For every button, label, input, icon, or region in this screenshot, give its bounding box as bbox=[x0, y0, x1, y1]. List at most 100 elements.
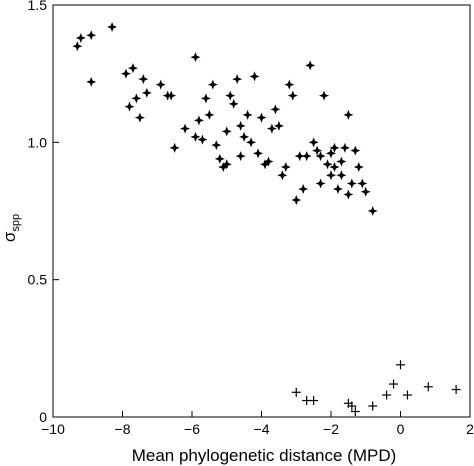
data-point-star bbox=[180, 123, 191, 134]
data-point-star bbox=[301, 151, 312, 162]
data-point-star bbox=[329, 162, 340, 173]
data-point-star bbox=[280, 162, 291, 173]
data-point-star bbox=[124, 101, 135, 112]
data-point-star bbox=[86, 76, 97, 87]
data-point-star bbox=[367, 206, 378, 216]
data-point-star bbox=[256, 112, 267, 123]
data-point-star bbox=[235, 151, 246, 162]
data-point-star bbox=[346, 178, 357, 189]
data-point-star bbox=[86, 30, 97, 41]
data-point-plus bbox=[347, 401, 357, 411]
data-point-star bbox=[242, 109, 253, 120]
data-point-star bbox=[319, 90, 330, 101]
y-tick-label: 1.5 bbox=[28, 0, 48, 13]
x-tick-label: −2 bbox=[323, 421, 339, 437]
data-point-star bbox=[343, 189, 354, 200]
data-point-plus bbox=[291, 387, 301, 397]
data-point-star bbox=[315, 151, 326, 162]
data-point-star bbox=[214, 153, 225, 164]
data-point-star bbox=[336, 156, 347, 167]
data-point-plus bbox=[309, 396, 319, 406]
data-point-star bbox=[200, 93, 211, 104]
y-axis-label-symbol: σ bbox=[0, 231, 19, 242]
data-point-star bbox=[253, 148, 264, 159]
plot-frame bbox=[52, 4, 471, 418]
y-axis-label-subscript: spp bbox=[10, 214, 22, 232]
y-tick-label: 1.0 bbox=[28, 134, 48, 150]
data-point-star bbox=[197, 134, 208, 145]
data-point-star bbox=[249, 71, 260, 82]
data-point-plus bbox=[368, 401, 378, 411]
plot-area-border bbox=[52, 4, 471, 418]
data-point-star bbox=[277, 170, 288, 181]
data-point-plus bbox=[402, 390, 412, 400]
data-point-star bbox=[166, 90, 177, 101]
data-point-star bbox=[266, 123, 277, 134]
data-point-star bbox=[343, 109, 354, 120]
data-point-star bbox=[326, 170, 336, 181]
x-axis-ticks: −10 −8 −6 −4 −2 0 2 bbox=[41, 411, 474, 437]
x-tick-label: −8 bbox=[115, 421, 131, 437]
data-point-star bbox=[138, 74, 149, 85]
x-tick-label: 2 bbox=[466, 421, 474, 437]
data-point-star bbox=[141, 87, 152, 98]
data-point-star bbox=[131, 93, 142, 104]
data-point-star bbox=[263, 156, 274, 167]
y-tick-label: 0.5 bbox=[28, 272, 48, 288]
data-point-star bbox=[357, 178, 368, 189]
data-point-plus bbox=[423, 382, 433, 392]
data-point-star bbox=[270, 104, 281, 115]
data-point-plus bbox=[382, 390, 392, 400]
data-point-plus bbox=[396, 360, 405, 370]
data-point-star bbox=[228, 98, 239, 109]
data-point-star bbox=[246, 137, 257, 148]
data-point-star bbox=[193, 115, 204, 126]
data-point-star bbox=[239, 131, 250, 142]
data-point-star bbox=[211, 140, 222, 151]
data-points bbox=[72, 21, 461, 417]
data-point-plus bbox=[389, 379, 399, 389]
data-point-star bbox=[221, 126, 232, 137]
data-point-star bbox=[360, 186, 371, 197]
x-tick-label: 0 bbox=[397, 421, 405, 437]
data-point-star bbox=[315, 178, 326, 189]
y-axis-label: σspp bbox=[0, 214, 22, 242]
y-axis-ticks: 0 0.5 1.0 1.5 bbox=[28, 0, 59, 425]
data-point-star bbox=[155, 79, 166, 90]
data-point-star bbox=[120, 68, 131, 79]
data-point-star bbox=[218, 162, 229, 173]
data-point-star bbox=[232, 74, 243, 85]
x-axis-label: Mean phylogenetic distance (MPD) bbox=[132, 446, 397, 465]
data-point-star bbox=[353, 162, 364, 173]
data-point-star bbox=[350, 145, 361, 156]
data-point-star bbox=[329, 142, 340, 153]
data-point-star bbox=[336, 170, 347, 181]
data-point-star bbox=[339, 142, 350, 153]
data-point-star bbox=[207, 79, 218, 90]
data-point-star bbox=[190, 131, 201, 142]
data-point-star bbox=[169, 142, 180, 153]
data-point-star bbox=[284, 79, 295, 90]
data-point-star bbox=[326, 148, 336, 159]
x-tick-label: −4 bbox=[254, 421, 270, 437]
data-point-star bbox=[235, 120, 246, 131]
data-point-star bbox=[287, 90, 298, 101]
data-point-star bbox=[291, 195, 302, 206]
svg-text:σspp: σspp bbox=[0, 214, 22, 242]
data-point-star bbox=[75, 32, 86, 43]
data-point-star bbox=[298, 184, 309, 195]
data-point-star bbox=[134, 112, 145, 123]
x-tick-label: −6 bbox=[184, 421, 200, 437]
data-point-star bbox=[259, 159, 270, 170]
data-point-star bbox=[72, 41, 83, 52]
data-point-star bbox=[204, 109, 215, 120]
data-point-star bbox=[273, 120, 284, 131]
data-point-star bbox=[107, 21, 118, 32]
data-point-star bbox=[221, 159, 232, 170]
data-point-star bbox=[332, 184, 343, 195]
y-tick-label: 0 bbox=[39, 409, 47, 425]
data-point-star bbox=[312, 145, 323, 156]
data-point-star bbox=[322, 159, 333, 170]
data-point-plus bbox=[451, 385, 461, 395]
